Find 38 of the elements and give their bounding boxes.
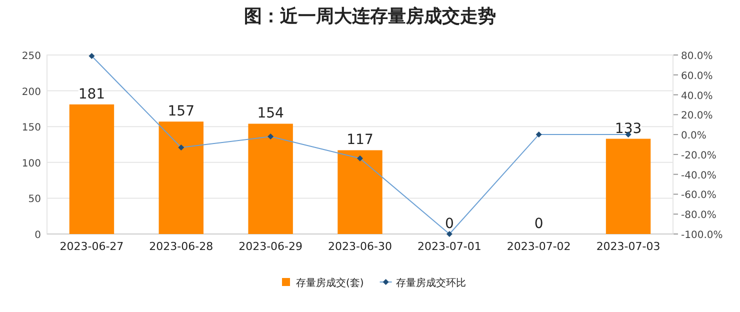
data-label: 117 xyxy=(346,132,374,148)
bar xyxy=(158,122,204,234)
bar xyxy=(248,124,293,234)
y-tick-label: 150 xyxy=(22,122,41,134)
bar xyxy=(606,138,651,234)
x-tick-label: 2023-06-28 xyxy=(149,240,214,253)
y2-tick-label: -40.0% xyxy=(681,170,716,182)
y2-tick-label: -60.0% xyxy=(681,190,716,202)
y2-tick-label: -20.0% xyxy=(681,150,716,162)
y2-tick-label: 0.0% xyxy=(681,130,706,142)
data-label: 0 xyxy=(444,216,454,232)
chart-title: 图：近一周大连存量房成交走势 xyxy=(244,6,496,27)
x-tick-label: 2023-07-02 xyxy=(506,240,571,253)
y2-tick-label: 20.0% xyxy=(681,110,713,122)
legend-label: 存量房成交环比 xyxy=(396,277,466,289)
x-tick-label: 2023-07-03 xyxy=(596,240,660,253)
y-tick-label: 250 xyxy=(22,51,41,62)
y2-tick-label: -100.0% xyxy=(681,230,723,241)
data-label: 154 xyxy=(257,106,284,122)
y2-tick-label: 40.0% xyxy=(681,90,713,102)
x-tick-label: 2023-06-29 xyxy=(238,240,303,253)
x-tick-label: 2023-07-01 xyxy=(417,240,482,253)
y2-tick-label: 60.0% xyxy=(681,70,713,82)
x-tick-label: 2023-06-27 xyxy=(60,240,124,253)
bar xyxy=(69,104,114,234)
y-tick-label: 100 xyxy=(22,158,41,170)
y-tick-label: 200 xyxy=(22,86,41,98)
y2-tick-label: 80.0% xyxy=(681,51,713,62)
data-label: 133 xyxy=(614,120,642,137)
data-label: 181 xyxy=(78,86,106,102)
data-label: 0 xyxy=(534,216,544,232)
y2-tick-label: -80.0% xyxy=(681,210,716,222)
bar xyxy=(338,150,382,234)
data-label: 157 xyxy=(168,104,195,120)
y-tick-label: 0 xyxy=(34,230,41,241)
legend-label: 存量房成交(套) xyxy=(296,277,364,289)
x-tick-label: 2023-06-30 xyxy=(328,240,392,253)
y-tick-label: 50 xyxy=(28,194,41,206)
